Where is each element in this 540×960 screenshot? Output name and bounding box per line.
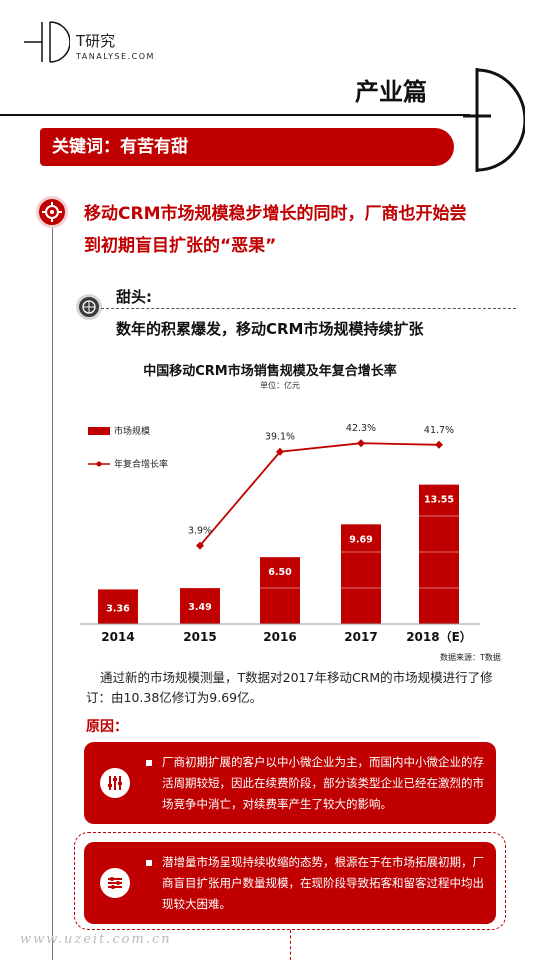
bar-value-label: 3.36 xyxy=(106,603,130,614)
bar xyxy=(98,589,138,624)
x-tick-label: 2018（E） xyxy=(406,629,472,644)
equalizer-icon xyxy=(100,768,130,798)
bar xyxy=(260,557,300,624)
dashed-divider xyxy=(96,308,516,309)
bullet-square xyxy=(146,860,152,866)
growth-value-label: 39.1% xyxy=(265,432,295,443)
legend-label: 市场规模 xyxy=(114,425,150,437)
bar-value-label: 6.50 xyxy=(268,567,292,578)
headline-line-2: 到初期盲目扩张的“恶果” xyxy=(84,236,277,256)
reason-text-1: 厂商初期扩展的客户以中小微企业为主，而国内中小微企业的存活周期较短，因此在续费阶… xyxy=(162,755,484,811)
headline-line-1: 移动CRM市场规模稳步增长的同时，厂商也开始尝 xyxy=(84,204,467,224)
logo-mark xyxy=(24,21,70,63)
growth-point xyxy=(276,447,284,456)
chart-title: 中国移动CRM市场销售规模及年复合增长率 xyxy=(143,364,397,379)
sliders-icon xyxy=(100,868,130,898)
x-tick-label: 2016 xyxy=(263,630,296,644)
bar xyxy=(419,484,459,624)
reason-label: 原因： xyxy=(86,719,128,735)
chart-unit: 单位：亿元 xyxy=(260,381,300,390)
bar-value-label: 9.69 xyxy=(349,534,372,545)
reason-text-2: 潜增量市场呈现持续收缩的态势，根源在于在市场拓展初期，厂商盲目扩张用户数量规模，… xyxy=(162,855,484,911)
bar xyxy=(180,588,220,624)
bullet-square xyxy=(146,760,152,766)
growth-point xyxy=(435,440,443,449)
dashed-highlight-frame xyxy=(74,832,506,930)
headline: 移动CRM市场规模稳步增长的同时，厂商也开始尝 到初期盲目扩张的“恶果” xyxy=(84,198,524,262)
keyword-banner: 关键词：有苦有甜 xyxy=(40,128,454,166)
growth-line xyxy=(199,442,440,547)
header-rule xyxy=(0,114,470,116)
growth-point xyxy=(357,439,365,448)
timeline-line xyxy=(52,226,53,960)
reason-card-1: 厂商初期扩展的客户以中小微企业为主，而国内中小微企业的存活周期较短，因此在续费阶… xyxy=(84,742,496,824)
growth-point xyxy=(196,541,204,550)
bar-value-label: 13.55 xyxy=(424,495,454,506)
growth-value-label: 3.9% xyxy=(188,526,212,537)
gear-icon xyxy=(36,196,68,228)
bar xyxy=(341,524,381,624)
x-tick-label: 2017 xyxy=(344,630,377,644)
logo-text-cn: T研究 xyxy=(76,32,116,50)
sweet-subtitle: 数年的积累爆发，移动CRM市场规模持续扩张 xyxy=(116,320,424,338)
x-tick-label: 2015 xyxy=(183,630,216,644)
watermark: www.uzeit.com.cn xyxy=(20,932,172,947)
legend-bar-swatch xyxy=(88,427,110,435)
logo-text-en: TANALYSE.COM xyxy=(76,52,155,61)
globe-icon xyxy=(76,294,102,320)
dashed-connector xyxy=(290,930,291,960)
sweet-label: 甜头: xyxy=(116,288,152,306)
section-title: 产业篇 xyxy=(355,78,427,106)
x-tick-label: 2014 xyxy=(101,630,134,644)
chart-source: 数据来源：T数据 xyxy=(440,653,501,662)
d-logo-mark xyxy=(463,68,525,172)
legend-line-marker xyxy=(96,461,102,467)
growth-value-label: 41.7% xyxy=(424,425,454,436)
growth-value-label: 42.3% xyxy=(346,423,376,434)
bar-value-label: 3.49 xyxy=(188,602,211,613)
reason-card-2: 潜增量市场呈现持续收缩的态势，根源在于在市场拓展初期，厂商盲目扩张用户数量规模，… xyxy=(84,842,496,924)
body-paragraph: 通过新的市场规模测量，T数据对2017年移动CRM的市场规模进行了修订：由10.… xyxy=(86,670,493,705)
legend-label: 年复合增长率 xyxy=(114,458,168,470)
